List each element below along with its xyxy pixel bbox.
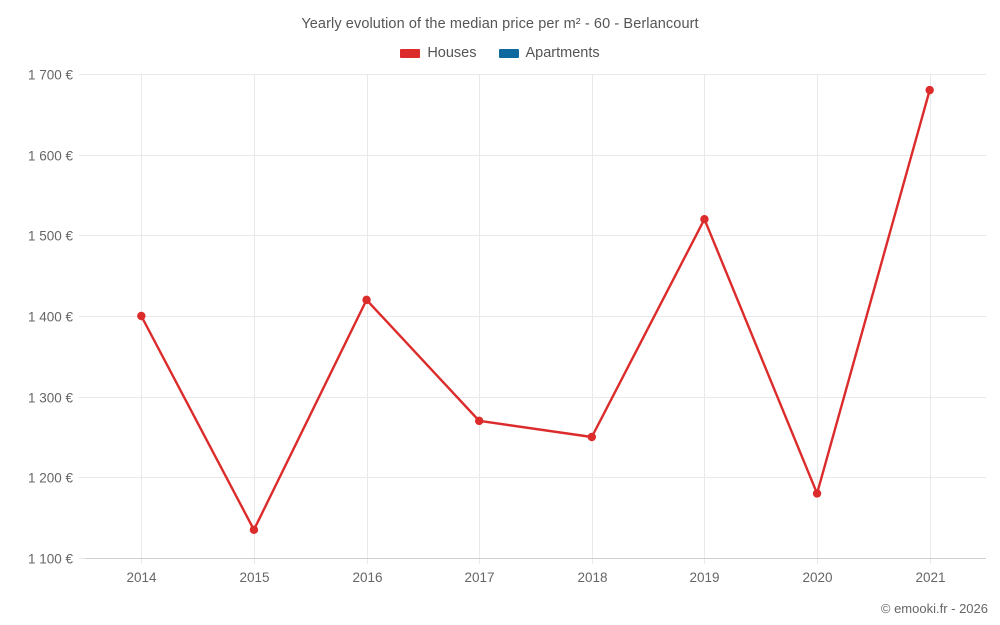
data-point-houses[interactable] — [249, 525, 259, 534]
x-axis-tick-label: 2017 — [464, 570, 494, 585]
y-axis-tick-label: 1 400 € — [28, 310, 74, 325]
x-axis-tick-label: 2020 — [802, 570, 832, 585]
data-point-houses[interactable] — [812, 489, 822, 498]
x-axis-tick-label: 2016 — [352, 570, 382, 585]
y-axis-tick-label: 1 200 € — [28, 471, 74, 486]
legend-swatch-houses — [400, 48, 421, 58]
data-point-houses[interactable] — [137, 311, 146, 321]
series-line-houses — [140, 88, 931, 531]
data-point-houses[interactable] — [700, 215, 709, 224]
chart-title: Yearly evolution of the median price per… — [301, 16, 699, 32]
chart-legend: Houses Apartments — [0, 46, 1000, 61]
y-axis-tick-label: 1 700 € — [28, 68, 74, 83]
data-point-houses[interactable] — [362, 295, 371, 305]
x-axis-tick-label: 2015 — [239, 570, 269, 585]
y-axis-tick-label: 1 300 € — [28, 391, 74, 406]
data-point-houses[interactable] — [925, 85, 934, 95]
legend-item-houses[interactable]: Houses — [400, 45, 477, 61]
x-axis-tick-label: 2021 — [915, 570, 945, 585]
chart-credit: © emooki.fr - 2026 — [880, 601, 988, 616]
data-point-houses[interactable] — [587, 432, 597, 442]
legend-label-apartments: Apartments — [525, 45, 600, 61]
data-point-houses[interactable] — [474, 416, 484, 426]
legend-label-houses: Houses — [427, 45, 477, 61]
x-axis-tick-label: 2018 — [577, 570, 607, 585]
x-axis-tick-label: 2014 — [126, 570, 157, 585]
y-axis-tick-label: 1 600 € — [28, 149, 74, 164]
legend-swatch-apartments — [498, 48, 519, 58]
legend-item-apartments[interactable]: Apartments — [498, 45, 600, 61]
y-axis-tick-label: 1 100 € — [28, 552, 74, 567]
y-axis-tick-label: 1 500 € — [28, 229, 74, 244]
x-axis-tick-label: 2019 — [689, 570, 719, 585]
